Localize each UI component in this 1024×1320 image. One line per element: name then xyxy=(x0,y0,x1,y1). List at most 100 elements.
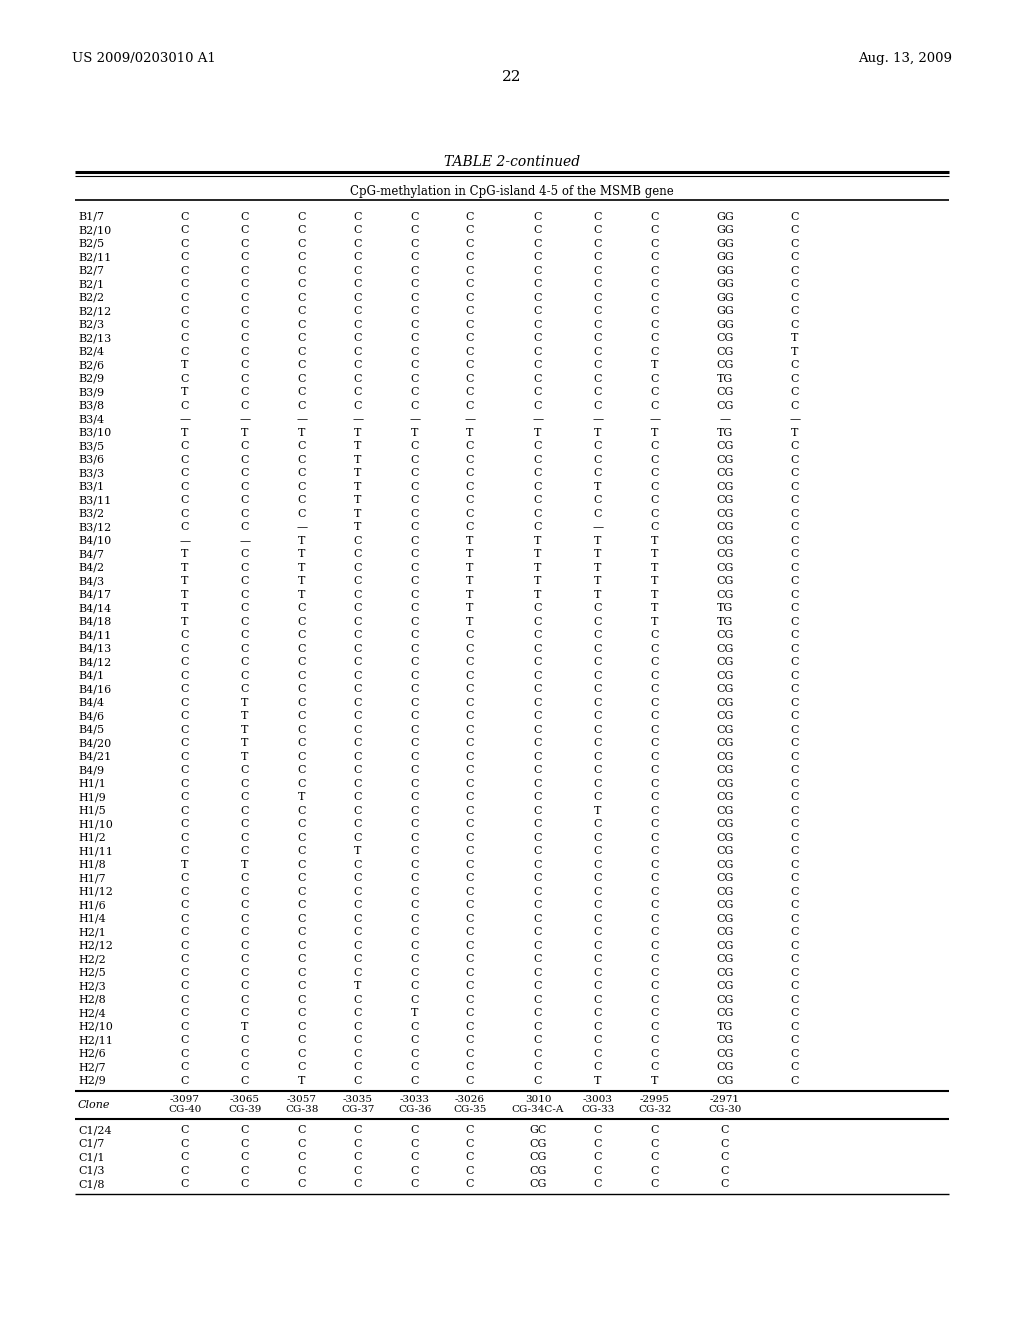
Text: C: C xyxy=(241,387,249,397)
Text: C: C xyxy=(411,981,419,991)
Text: C: C xyxy=(466,711,474,721)
Text: CG: CG xyxy=(717,968,733,978)
Text: T: T xyxy=(594,536,602,545)
Text: C: C xyxy=(594,887,602,896)
Text: C: C xyxy=(298,698,306,708)
Text: C: C xyxy=(466,671,474,681)
Text: CG-39: CG-39 xyxy=(228,1105,262,1114)
Text: —: — xyxy=(649,414,660,424)
Text: CG: CG xyxy=(717,874,733,883)
Text: C: C xyxy=(241,306,249,317)
Text: B4/10: B4/10 xyxy=(78,536,112,545)
Text: CG: CG xyxy=(717,1035,733,1045)
Text: C: C xyxy=(181,738,189,748)
Text: C: C xyxy=(594,657,602,667)
Text: C: C xyxy=(411,995,419,1005)
Text: CG: CG xyxy=(717,1076,733,1086)
Text: C: C xyxy=(181,1008,189,1018)
Text: C: C xyxy=(650,482,659,492)
Text: T: T xyxy=(466,590,474,599)
Text: T: T xyxy=(466,562,474,573)
Text: C: C xyxy=(298,226,306,235)
Text: T: T xyxy=(181,428,188,438)
Text: C: C xyxy=(534,779,543,789)
Text: C: C xyxy=(241,941,249,950)
Text: C: C xyxy=(411,738,419,748)
Text: C: C xyxy=(181,766,189,775)
Text: H1/12: H1/12 xyxy=(78,887,113,896)
Text: C: C xyxy=(791,995,800,1005)
Text: C: C xyxy=(594,711,602,721)
Text: C: C xyxy=(411,1125,419,1135)
Text: C: C xyxy=(594,226,602,235)
Text: B4/3: B4/3 xyxy=(78,577,104,586)
Text: C: C xyxy=(466,913,474,924)
Text: B4/12: B4/12 xyxy=(78,657,112,667)
Text: H1/11: H1/11 xyxy=(78,846,113,857)
Text: C: C xyxy=(298,981,306,991)
Text: C: C xyxy=(791,374,800,384)
Text: C: C xyxy=(411,792,419,803)
Text: C: C xyxy=(594,1166,602,1176)
Text: C: C xyxy=(594,1022,602,1032)
Text: C: C xyxy=(791,900,800,911)
Text: B4/6: B4/6 xyxy=(78,711,104,721)
Text: C: C xyxy=(241,1139,249,1148)
Text: C: C xyxy=(534,752,543,762)
Text: C: C xyxy=(241,913,249,924)
Text: C: C xyxy=(466,954,474,964)
Text: C: C xyxy=(791,1076,800,1086)
Text: T: T xyxy=(242,738,249,748)
Text: C: C xyxy=(298,968,306,978)
Text: B4/17: B4/17 xyxy=(78,590,112,599)
Text: C: C xyxy=(534,657,543,667)
Text: C: C xyxy=(241,319,249,330)
Text: C: C xyxy=(241,616,249,627)
Text: C: C xyxy=(594,913,602,924)
Text: C: C xyxy=(353,603,362,614)
Text: C: C xyxy=(650,657,659,667)
Text: C: C xyxy=(353,657,362,667)
Text: CG: CG xyxy=(717,333,733,343)
Text: C: C xyxy=(466,387,474,397)
Text: C: C xyxy=(411,698,419,708)
Text: B3/5: B3/5 xyxy=(78,441,104,451)
Text: C: C xyxy=(466,792,474,803)
Text: C: C xyxy=(594,684,602,694)
Text: -3097: -3097 xyxy=(170,1096,200,1105)
Text: C: C xyxy=(353,833,362,842)
Text: C: C xyxy=(411,577,419,586)
Text: C: C xyxy=(534,603,543,614)
Text: C: C xyxy=(791,401,800,411)
Text: C: C xyxy=(353,1008,362,1018)
Text: C: C xyxy=(181,482,189,492)
Text: —: — xyxy=(790,414,801,424)
Text: C: C xyxy=(411,401,419,411)
Text: T: T xyxy=(651,536,658,545)
Text: C: C xyxy=(241,657,249,667)
Text: C: C xyxy=(594,725,602,735)
Text: C: C xyxy=(534,684,543,694)
Text: —: — xyxy=(296,414,307,424)
Text: C: C xyxy=(650,874,659,883)
Text: C: C xyxy=(594,616,602,627)
Text: C: C xyxy=(241,1063,249,1072)
Text: —: — xyxy=(410,414,421,424)
Text: CG: CG xyxy=(717,752,733,762)
Text: C: C xyxy=(534,226,543,235)
Text: -3033: -3033 xyxy=(400,1096,430,1105)
Text: C: C xyxy=(534,941,543,950)
Text: C: C xyxy=(466,1022,474,1032)
Text: T: T xyxy=(594,428,602,438)
Text: B3/10: B3/10 xyxy=(78,428,112,438)
Text: C: C xyxy=(411,1022,419,1032)
Text: T: T xyxy=(594,549,602,560)
Text: B3/11: B3/11 xyxy=(78,495,112,506)
Text: C: C xyxy=(298,495,306,506)
Text: C: C xyxy=(298,239,306,248)
Text: C: C xyxy=(534,1076,543,1086)
Text: C: C xyxy=(791,252,800,263)
Text: C: C xyxy=(241,441,249,451)
Text: C: C xyxy=(791,306,800,317)
Text: T: T xyxy=(181,590,188,599)
